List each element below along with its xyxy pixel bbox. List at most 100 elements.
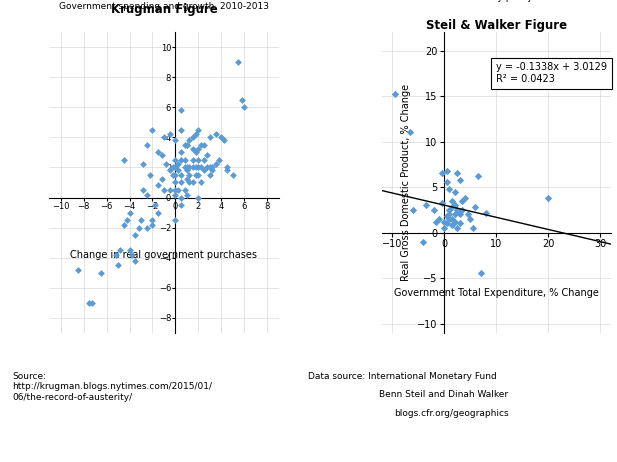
Point — [136, 216, 146, 224]
Point — [184, 171, 194, 179]
Point — [447, 203, 457, 211]
Point — [127, 251, 137, 258]
Point — [180, 141, 189, 149]
Point — [544, 194, 553, 201]
Point — [437, 170, 447, 177]
Point — [217, 134, 226, 141]
Point — [460, 194, 470, 201]
Point — [147, 216, 157, 224]
Point — [191, 164, 201, 171]
Point — [473, 172, 483, 180]
Point — [450, 201, 460, 209]
Point — [170, 191, 180, 198]
Point — [437, 200, 447, 207]
Point — [457, 206, 467, 213]
Point — [408, 206, 418, 213]
Point — [170, 186, 180, 194]
Text: Data source: International Monetary Fund: Data source: International Monetary Fund — [308, 372, 497, 381]
Point — [405, 129, 415, 136]
Point — [176, 194, 186, 201]
Point — [142, 141, 152, 149]
Point — [168, 171, 178, 179]
Point — [452, 224, 462, 231]
Point — [207, 167, 217, 174]
Point — [170, 216, 180, 224]
Point — [138, 186, 148, 194]
Point — [202, 164, 212, 171]
Point — [207, 164, 217, 171]
Text: Government spending and growth, 2010-2013: Government spending and growth, 2010-201… — [59, 2, 269, 11]
Point — [159, 186, 169, 194]
Point — [184, 164, 194, 171]
Point — [439, 218, 449, 225]
Point — [468, 224, 478, 231]
Point — [176, 201, 186, 209]
Point — [119, 156, 129, 164]
Point — [165, 131, 175, 138]
Point — [170, 179, 180, 186]
Point — [237, 96, 247, 103]
Y-axis label: Real Gross Domestic Product, % Change: Real Gross Domestic Product, % Change — [401, 84, 412, 281]
Point — [111, 251, 121, 258]
Point — [450, 188, 460, 195]
Point — [199, 167, 209, 174]
Point — [450, 211, 460, 218]
Point — [442, 220, 452, 227]
Point — [153, 182, 163, 189]
Point — [188, 146, 197, 153]
Point — [182, 141, 192, 149]
Point — [452, 206, 462, 213]
Point — [182, 176, 192, 183]
Point — [188, 156, 197, 164]
Point — [444, 215, 454, 223]
Point — [182, 164, 192, 171]
Point — [457, 197, 467, 204]
Point — [191, 149, 201, 156]
Point — [147, 221, 157, 228]
Point — [193, 171, 203, 179]
X-axis label: Government Total Expenditure, % Change: Government Total Expenditure, % Change — [394, 288, 598, 298]
Point — [145, 171, 155, 179]
Point — [130, 257, 140, 264]
Point — [184, 137, 194, 144]
Point — [119, 221, 129, 228]
Point — [147, 126, 157, 134]
Point — [193, 164, 203, 171]
Text: Benn Steil and Dinah Walker: Benn Steil and Dinah Walker — [379, 390, 508, 399]
Point — [196, 179, 205, 186]
Point — [142, 224, 152, 231]
Point — [188, 179, 197, 186]
Point — [471, 203, 481, 211]
Point — [222, 167, 232, 174]
Point — [170, 164, 180, 171]
Point — [196, 141, 205, 149]
Point — [180, 156, 189, 164]
Point — [193, 126, 203, 134]
Title: Steil & Walker Figure: Steil & Walker Figure — [426, 19, 567, 32]
Text: Source:
http://krugman.blogs.nytimes.com/2015/01/
06/the-record-of-austerity/: Source: http://krugman.blogs.nytimes.com… — [12, 372, 212, 402]
Point — [157, 152, 167, 159]
Point — [465, 215, 475, 223]
Point — [115, 246, 125, 254]
Point — [165, 167, 175, 174]
Point — [193, 194, 203, 201]
Text: Government Spending and Growth, 2010-2013
Advanced countries with independent
mo: Government Spending and Growth, 2010-201… — [390, 0, 602, 2]
Point — [176, 156, 186, 164]
Point — [125, 246, 135, 254]
Title: Krugman Figure: Krugman Figure — [110, 3, 217, 16]
Point — [222, 164, 232, 171]
Point — [170, 171, 180, 179]
Point — [196, 164, 205, 171]
Point — [442, 167, 452, 174]
Point — [176, 149, 186, 156]
Point — [202, 152, 212, 159]
Point — [157, 176, 167, 183]
Point — [214, 156, 224, 164]
Point — [205, 134, 215, 141]
Point — [444, 185, 454, 193]
Point — [180, 164, 189, 171]
Point — [176, 126, 186, 134]
Point — [184, 179, 194, 186]
Point — [199, 141, 209, 149]
Point — [159, 134, 169, 141]
